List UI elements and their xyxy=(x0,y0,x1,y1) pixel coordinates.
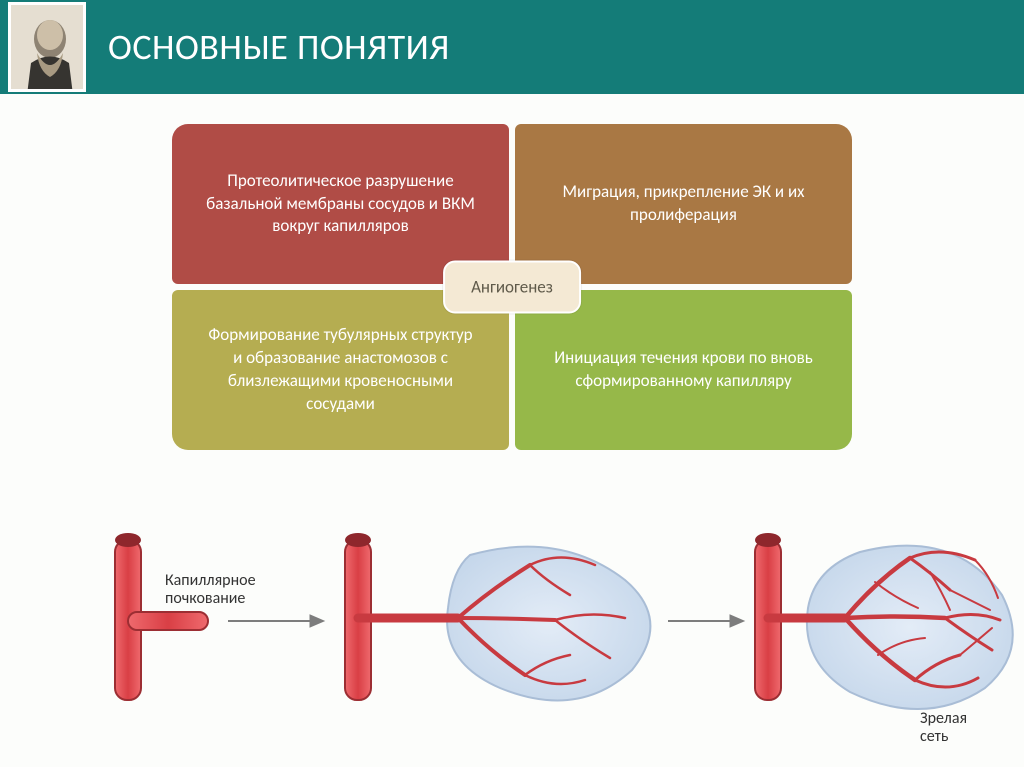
arrow-1 xyxy=(228,615,324,627)
slide-header: ОСНОВНЫЕ ПОНЯТИЯ xyxy=(0,0,1024,94)
quad-bottom-right: Инициация течения крови по вновь сформир… xyxy=(515,290,852,450)
arrow-2 xyxy=(668,615,744,627)
stage-2 xyxy=(345,533,650,700)
stage-3 xyxy=(755,533,1013,709)
angiogenesis-matrix: Протеолитическое разрушение базальной ме… xyxy=(172,124,852,450)
quad-bottom-left: Формирование тубулярных структур и образ… xyxy=(172,290,509,450)
slide-title: ОСНОВНЫЕ ПОНЯТИЯ xyxy=(108,25,450,69)
label-sprouting: Капиллярное почкование xyxy=(165,572,256,609)
portrait-photo xyxy=(8,2,86,92)
label-mature: Зрелая сеть xyxy=(920,710,967,747)
vessel-diagram: Капиллярное почкование Зрелая сеть xyxy=(0,510,1024,740)
stage-1-vessel xyxy=(115,533,208,700)
matrix-center-label: Ангиогенез xyxy=(443,261,581,314)
